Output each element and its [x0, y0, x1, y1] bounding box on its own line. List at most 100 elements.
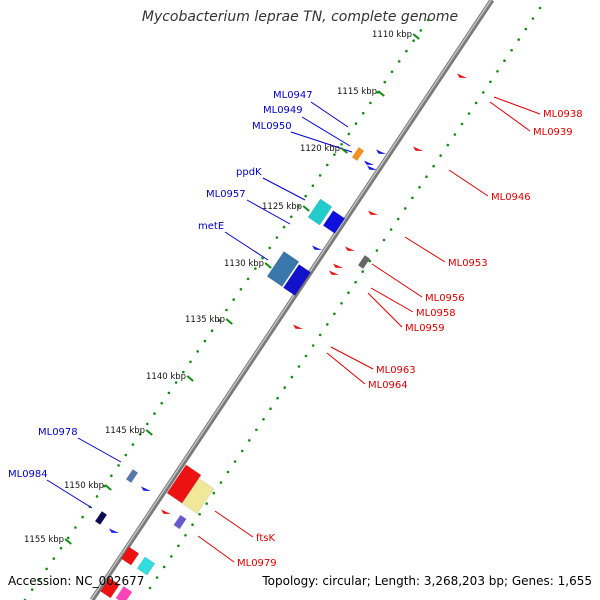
forward-gene-label: ML0957	[206, 189, 246, 200]
reverse-gene-label: ML0959	[405, 323, 445, 334]
feature-arrow	[457, 73, 467, 78]
tick-labels: 1110 kbp 1115 kbp 1120 kbp 1125 kbp 1130 kbp…	[24, 30, 420, 545]
outer-dotted-track	[148, 6, 542, 590]
tick-mark	[64, 538, 72, 545]
leader-line	[197, 535, 235, 563]
track-dot	[210, 329, 214, 333]
track-dot	[375, 249, 379, 252]
track-dot	[524, 27, 528, 31]
track-dot	[382, 238, 386, 242]
track-dot	[276, 396, 279, 400]
track-dot	[326, 163, 329, 167]
feature-arrow	[333, 263, 343, 268]
tick-mark	[302, 205, 310, 212]
feature-red-bottom	[100, 577, 120, 599]
leader-line	[448, 169, 489, 197]
leader-line	[370, 287, 414, 313]
track-dot	[131, 443, 135, 446]
forward-gene-label: ppdK	[236, 167, 262, 178]
track-dot	[167, 391, 171, 395]
title: Mycobacterium leprae TN, complete genome	[141, 9, 459, 25]
track-dot	[95, 495, 99, 498]
leader-line	[214, 510, 254, 538]
track-dot	[262, 418, 265, 421]
track-dot	[318, 174, 322, 177]
feature-arrow	[109, 528, 119, 533]
track-dot	[59, 546, 63, 550]
reverse-gene-label: ML0953	[448, 258, 488, 269]
track-dot	[182, 370, 185, 374]
backbone-line	[89, 0, 495, 600]
tick-label: 1140 kbp	[146, 372, 186, 382]
leader-line	[489, 101, 531, 132]
track-dot	[304, 354, 308, 358]
tick-mark	[264, 262, 272, 269]
forward-gene-label: ML0949	[263, 105, 303, 116]
feature-ppdk-body	[307, 198, 333, 226]
feature-red-block-body	[120, 546, 140, 566]
track-dot	[311, 184, 315, 187]
feature-arrow	[141, 486, 151, 491]
track-dot	[232, 298, 235, 301]
feature-mete-body	[266, 251, 300, 287]
track-dot	[390, 70, 394, 74]
track-dot	[347, 132, 351, 136]
track-dot	[184, 534, 187, 537]
track-dot	[446, 143, 450, 147]
track-dot	[45, 567, 48, 571]
track-dot	[347, 291, 350, 295]
track-dot	[482, 91, 485, 94]
reverse-gene-label: ML0958	[416, 308, 456, 319]
track-dot	[517, 38, 520, 41]
track-dot	[246, 277, 250, 281]
feature-purple	[173, 514, 187, 530]
feature-arrow	[312, 245, 322, 250]
track-dot	[333, 153, 336, 156]
track-dot	[369, 101, 372, 105]
reverse-gene-label: ML0956	[425, 293, 465, 304]
track-dot	[368, 259, 372, 263]
track-dot	[30, 588, 34, 591]
tick-label: 1125 kbp	[262, 202, 302, 212]
track-dot	[326, 323, 329, 326]
tick-mark	[225, 318, 233, 325]
feature-ml0984	[94, 511, 108, 525]
tick-mark	[412, 33, 420, 40]
tick-label: 1120 kbp	[300, 144, 340, 154]
genome-backbone	[89, 0, 495, 600]
track-dot	[489, 80, 492, 84]
backbone-highlight	[90, 0, 492, 600]
feature-ml0950-body	[351, 147, 365, 161]
feature-ml0984-body	[94, 511, 108, 525]
track-dot	[419, 29, 423, 32]
tick-mark	[186, 375, 194, 382]
track-dot	[198, 512, 201, 516]
label-leaders	[46, 96, 541, 563]
forward-gene-label: ML0978	[38, 427, 78, 438]
track-dot	[290, 215, 293, 219]
track-dot	[354, 280, 357, 284]
feature-arrow	[161, 509, 171, 514]
leader-line	[46, 479, 93, 509]
track-dot	[503, 59, 506, 62]
forward-gene-label: ML0984	[8, 469, 48, 480]
feature-pink-bottom	[115, 586, 133, 600]
leader-line	[310, 101, 349, 128]
reverse-gene-label: ML0939	[533, 127, 573, 138]
track-dot	[124, 453, 128, 457]
leader-line	[224, 231, 269, 261]
track-dot	[439, 154, 443, 157]
track-dot	[460, 122, 464, 126]
tick-mark	[145, 429, 153, 436]
reverse-gene-label: ML0938	[543, 109, 583, 120]
feature-mete-cap	[283, 264, 311, 296]
forward-gene-label: ML0947	[273, 90, 313, 101]
track-dot	[389, 228, 393, 231]
tick-label: 1135 kbp	[185, 315, 225, 325]
track-dot	[340, 143, 343, 146]
reverse-gene-label: ML0963	[376, 365, 416, 376]
leader-line	[262, 177, 306, 201]
track-dot	[333, 312, 336, 316]
leader-line	[330, 346, 374, 370]
